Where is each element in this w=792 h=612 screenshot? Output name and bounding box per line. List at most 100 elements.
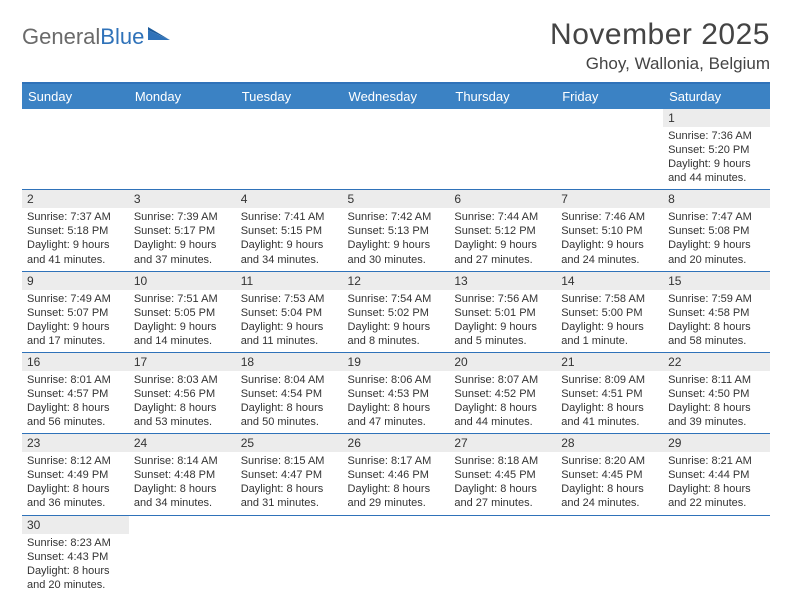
sunrise-line: Sunrise: 8:17 AM bbox=[348, 454, 445, 468]
sunset-line: Sunset: 5:17 PM bbox=[134, 224, 231, 238]
day-info: Sunrise: 7:53 AMSunset: 5:04 PMDaylight:… bbox=[236, 290, 343, 352]
month-title: November 2025 bbox=[550, 18, 770, 52]
header: GeneralBlue November 2025 Ghoy, Wallonia… bbox=[22, 18, 770, 74]
day-number: 27 bbox=[449, 434, 556, 452]
daylight-line: Daylight: 9 hours and 24 minutes. bbox=[561, 238, 658, 266]
day-number: 12 bbox=[343, 272, 450, 290]
day-info: Sunrise: 7:44 AMSunset: 5:12 PMDaylight:… bbox=[449, 208, 556, 270]
sunset-line: Sunset: 5:15 PM bbox=[241, 224, 338, 238]
brand-text-2: Blue bbox=[100, 24, 144, 50]
daylight-line: Daylight: 9 hours and 5 minutes. bbox=[454, 320, 551, 348]
weekday-header: Saturday bbox=[663, 84, 770, 109]
weekday-header: Tuesday bbox=[236, 84, 343, 109]
day-info: Sunrise: 8:15 AMSunset: 4:47 PMDaylight:… bbox=[236, 452, 343, 514]
sunset-line: Sunset: 5:01 PM bbox=[454, 306, 551, 320]
daylight-line: Daylight: 8 hours and 47 minutes. bbox=[348, 401, 445, 429]
calendar-cell bbox=[129, 515, 236, 596]
sunrise-line: Sunrise: 7:54 AM bbox=[348, 292, 445, 306]
day-info: Sunrise: 7:46 AMSunset: 5:10 PMDaylight:… bbox=[556, 208, 663, 270]
calendar-cell: 6Sunrise: 7:44 AMSunset: 5:12 PMDaylight… bbox=[449, 190, 556, 271]
sunset-line: Sunset: 4:43 PM bbox=[27, 550, 124, 564]
calendar-cell bbox=[236, 515, 343, 596]
daylight-line: Daylight: 9 hours and 44 minutes. bbox=[668, 157, 765, 185]
calendar-cell: 30Sunrise: 8:23 AMSunset: 4:43 PMDayligh… bbox=[22, 515, 129, 596]
day-number: 22 bbox=[663, 353, 770, 371]
day-info: Sunrise: 8:09 AMSunset: 4:51 PMDaylight:… bbox=[556, 371, 663, 433]
sunset-line: Sunset: 5:05 PM bbox=[134, 306, 231, 320]
calendar-cell bbox=[129, 109, 236, 190]
sunrise-line: Sunrise: 7:41 AM bbox=[241, 210, 338, 224]
sunrise-line: Sunrise: 7:39 AM bbox=[134, 210, 231, 224]
daylight-line: Daylight: 9 hours and 27 minutes. bbox=[454, 238, 551, 266]
day-number: 24 bbox=[129, 434, 236, 452]
day-info: Sunrise: 8:07 AMSunset: 4:52 PMDaylight:… bbox=[449, 371, 556, 433]
day-number: 14 bbox=[556, 272, 663, 290]
calendar-cell: 21Sunrise: 8:09 AMSunset: 4:51 PMDayligh… bbox=[556, 352, 663, 433]
weekday-header: Wednesday bbox=[343, 84, 450, 109]
flag-icon bbox=[148, 27, 172, 45]
day-info: Sunrise: 8:06 AMSunset: 4:53 PMDaylight:… bbox=[343, 371, 450, 433]
sunset-line: Sunset: 4:47 PM bbox=[241, 468, 338, 482]
calendar-cell: 17Sunrise: 8:03 AMSunset: 4:56 PMDayligh… bbox=[129, 352, 236, 433]
day-info: Sunrise: 8:11 AMSunset: 4:50 PMDaylight:… bbox=[663, 371, 770, 433]
weekday-header: Sunday bbox=[22, 84, 129, 109]
day-info: Sunrise: 8:23 AMSunset: 4:43 PMDaylight:… bbox=[22, 534, 129, 596]
day-info: Sunrise: 7:41 AMSunset: 5:15 PMDaylight:… bbox=[236, 208, 343, 270]
day-number: 19 bbox=[343, 353, 450, 371]
day-info: Sunrise: 7:47 AMSunset: 5:08 PMDaylight:… bbox=[663, 208, 770, 270]
sunset-line: Sunset: 4:45 PM bbox=[561, 468, 658, 482]
sunset-line: Sunset: 5:12 PM bbox=[454, 224, 551, 238]
day-info: Sunrise: 8:18 AMSunset: 4:45 PMDaylight:… bbox=[449, 452, 556, 514]
calendar-cell bbox=[449, 515, 556, 596]
sunrise-line: Sunrise: 8:07 AM bbox=[454, 373, 551, 387]
calendar-cell bbox=[343, 109, 450, 190]
day-number: 5 bbox=[343, 190, 450, 208]
calendar-cell: 10Sunrise: 7:51 AMSunset: 5:05 PMDayligh… bbox=[129, 271, 236, 352]
sunset-line: Sunset: 5:10 PM bbox=[561, 224, 658, 238]
calendar-cell bbox=[343, 515, 450, 596]
calendar-cell: 15Sunrise: 7:59 AMSunset: 4:58 PMDayligh… bbox=[663, 271, 770, 352]
day-number: 18 bbox=[236, 353, 343, 371]
daylight-line: Daylight: 9 hours and 37 minutes. bbox=[134, 238, 231, 266]
calendar-cell: 5Sunrise: 7:42 AMSunset: 5:13 PMDaylight… bbox=[343, 190, 450, 271]
day-number: 10 bbox=[129, 272, 236, 290]
sunrise-line: Sunrise: 8:09 AM bbox=[561, 373, 658, 387]
sunset-line: Sunset: 4:51 PM bbox=[561, 387, 658, 401]
day-number: 15 bbox=[663, 272, 770, 290]
sunrise-line: Sunrise: 8:20 AM bbox=[561, 454, 658, 468]
day-number: 13 bbox=[449, 272, 556, 290]
sunset-line: Sunset: 4:56 PM bbox=[134, 387, 231, 401]
day-info: Sunrise: 7:39 AMSunset: 5:17 PMDaylight:… bbox=[129, 208, 236, 270]
daylight-line: Daylight: 8 hours and 50 minutes. bbox=[241, 401, 338, 429]
day-number: 11 bbox=[236, 272, 343, 290]
calendar-cell: 20Sunrise: 8:07 AMSunset: 4:52 PMDayligh… bbox=[449, 352, 556, 433]
sunset-line: Sunset: 4:53 PM bbox=[348, 387, 445, 401]
day-info: Sunrise: 8:01 AMSunset: 4:57 PMDaylight:… bbox=[22, 371, 129, 433]
calendar-cell: 13Sunrise: 7:56 AMSunset: 5:01 PMDayligh… bbox=[449, 271, 556, 352]
sunset-line: Sunset: 5:13 PM bbox=[348, 224, 445, 238]
sunrise-line: Sunrise: 8:18 AM bbox=[454, 454, 551, 468]
calendar-cell: 24Sunrise: 8:14 AMSunset: 4:48 PMDayligh… bbox=[129, 434, 236, 515]
day-info: Sunrise: 8:14 AMSunset: 4:48 PMDaylight:… bbox=[129, 452, 236, 514]
day-info: Sunrise: 7:51 AMSunset: 5:05 PMDaylight:… bbox=[129, 290, 236, 352]
sunrise-line: Sunrise: 7:37 AM bbox=[27, 210, 124, 224]
calendar-head: SundayMondayTuesdayWednesdayThursdayFrid… bbox=[22, 84, 770, 109]
calendar-cell: 7Sunrise: 7:46 AMSunset: 5:10 PMDaylight… bbox=[556, 190, 663, 271]
sunset-line: Sunset: 5:00 PM bbox=[561, 306, 658, 320]
sunrise-line: Sunrise: 7:51 AM bbox=[134, 292, 231, 306]
daylight-line: Daylight: 8 hours and 22 minutes. bbox=[668, 482, 765, 510]
sunrise-line: Sunrise: 8:04 AM bbox=[241, 373, 338, 387]
daylight-line: Daylight: 8 hours and 31 minutes. bbox=[241, 482, 338, 510]
calendar-cell: 12Sunrise: 7:54 AMSunset: 5:02 PMDayligh… bbox=[343, 271, 450, 352]
sunrise-line: Sunrise: 8:12 AM bbox=[27, 454, 124, 468]
calendar-cell bbox=[663, 515, 770, 596]
calendar-cell: 11Sunrise: 7:53 AMSunset: 5:04 PMDayligh… bbox=[236, 271, 343, 352]
sunrise-line: Sunrise: 7:58 AM bbox=[561, 292, 658, 306]
daylight-line: Daylight: 9 hours and 30 minutes. bbox=[348, 238, 445, 266]
sunset-line: Sunset: 5:02 PM bbox=[348, 306, 445, 320]
day-info: Sunrise: 7:42 AMSunset: 5:13 PMDaylight:… bbox=[343, 208, 450, 270]
calendar-body: 1Sunrise: 7:36 AMSunset: 5:20 PMDaylight… bbox=[22, 109, 770, 596]
day-number: 30 bbox=[22, 516, 129, 534]
sunset-line: Sunset: 4:54 PM bbox=[241, 387, 338, 401]
daylight-line: Daylight: 8 hours and 53 minutes. bbox=[134, 401, 231, 429]
